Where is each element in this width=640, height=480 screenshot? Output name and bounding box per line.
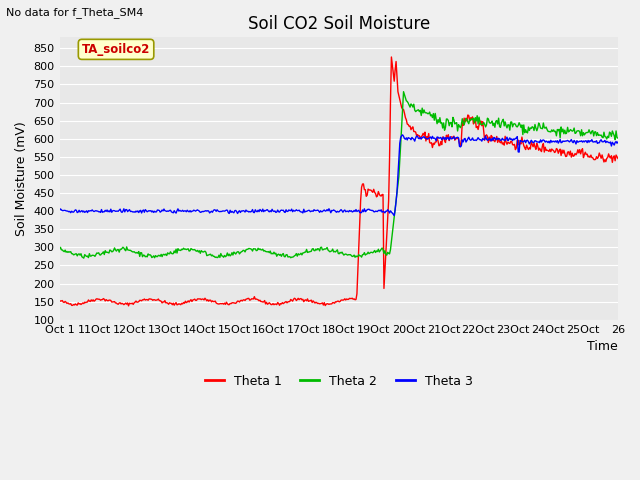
Line: Theta 1: Theta 1: [60, 57, 618, 306]
Theta 3: [385, 208, 392, 214]
Line: Theta 3: Theta 3: [60, 135, 618, 216]
Theta 3: [478, 138, 486, 144]
Theta 3: [154, 207, 162, 213]
Theta 2: [80, 255, 88, 261]
Theta 1: [431, 142, 438, 147]
Theta 1: [56, 298, 63, 303]
Theta 1: [478, 123, 486, 129]
Theta 1: [386, 156, 394, 162]
Theta 1: [388, 54, 396, 60]
Theta 3: [614, 139, 622, 145]
Theta 3: [308, 208, 316, 214]
Theta 2: [200, 249, 208, 254]
Text: No data for f_Theta_SM4: No data for f_Theta_SM4: [6, 7, 144, 18]
Theta 3: [56, 207, 63, 213]
Theta 2: [156, 252, 163, 258]
Theta 3: [199, 209, 207, 215]
Theta 1: [309, 298, 317, 304]
Theta 3: [399, 132, 406, 138]
Y-axis label: Soil Moisture (mV): Soil Moisture (mV): [15, 121, 28, 236]
Theta 1: [200, 297, 208, 303]
Text: TA_soilco2: TA_soilco2: [82, 43, 150, 56]
Title: Soil CO2 Soil Moisture: Soil CO2 Soil Moisture: [248, 15, 430, 33]
Theta 3: [390, 213, 398, 218]
X-axis label: Time: Time: [587, 340, 618, 353]
Theta 2: [386, 251, 394, 257]
Theta 2: [400, 89, 408, 95]
Theta 1: [614, 156, 622, 161]
Theta 3: [431, 135, 438, 141]
Theta 2: [56, 246, 63, 252]
Theta 1: [125, 303, 132, 309]
Theta 2: [431, 117, 438, 123]
Legend: Theta 1, Theta 2, Theta 3: Theta 1, Theta 2, Theta 3: [200, 370, 477, 393]
Theta 1: [156, 298, 163, 303]
Theta 2: [309, 246, 317, 252]
Line: Theta 2: Theta 2: [60, 92, 618, 258]
Theta 2: [614, 135, 622, 141]
Theta 2: [478, 121, 486, 127]
